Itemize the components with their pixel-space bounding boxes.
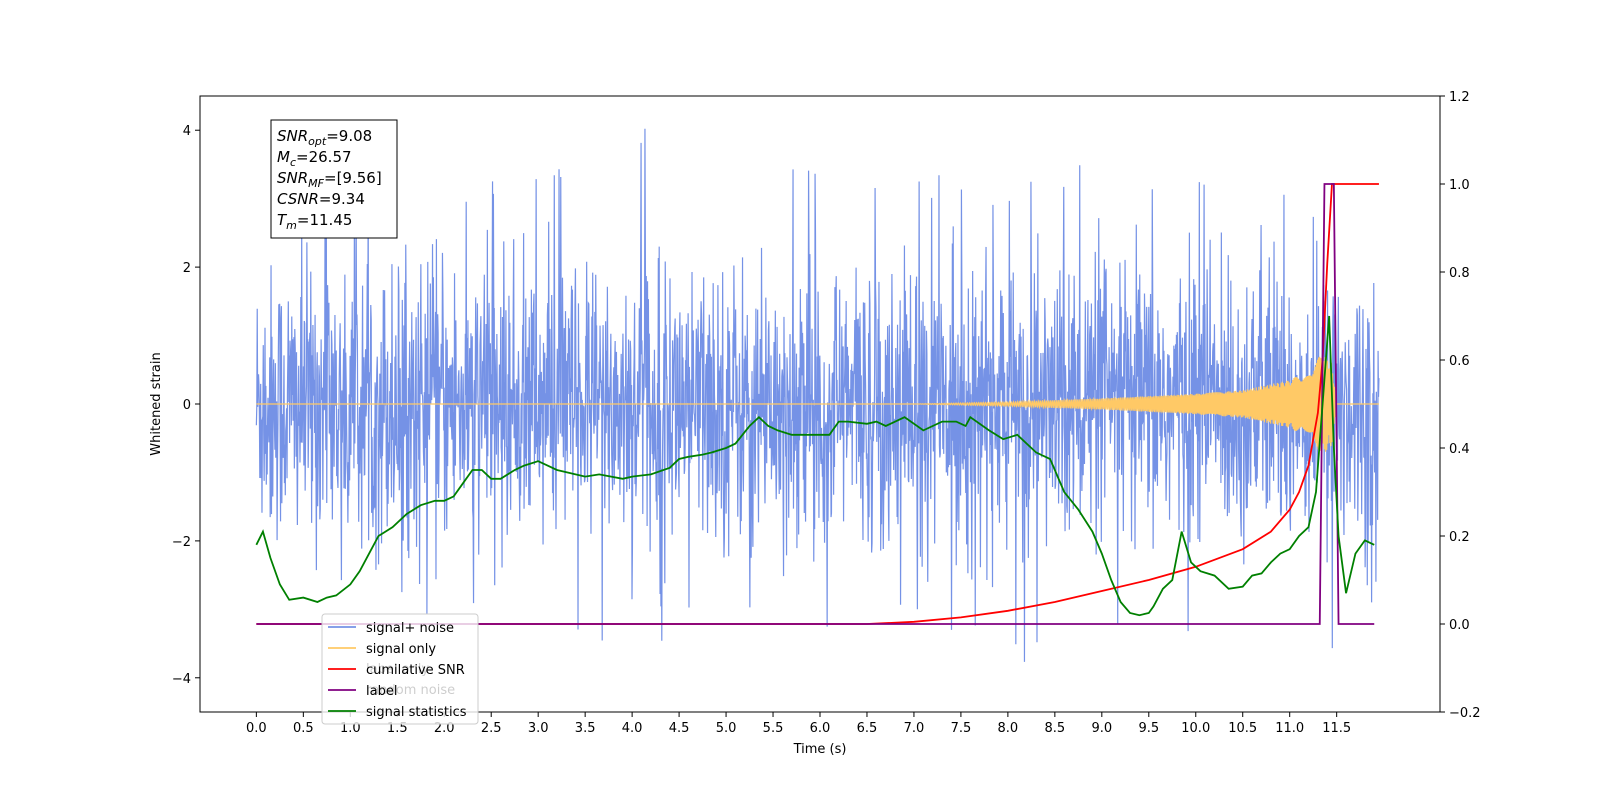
x-tick-label: 7.0 [904,721,925,736]
info-mc-value: =26.57 [296,148,352,166]
plot-area [255,128,1380,662]
legend-label: signal statistics [366,705,467,720]
info-snr-opt-value: =9.08 [326,127,372,145]
x-tick-label: 2.0 [434,721,455,736]
info-snr-opt-subscript: opt [308,135,327,148]
info-csnr: CSNR=9.34 [277,190,365,208]
y2-tick-label: −0.2 [1449,706,1481,721]
y2-tick-label: 1.0 [1449,178,1470,193]
y-tick-label: −2 [172,535,191,550]
x-tick-label: 6.5 [857,721,878,736]
legend-label: signal only [366,642,436,657]
info-snr-mf: SNRMF=[9.56] [277,169,382,190]
info-mc: Mc=26.57 [277,148,352,169]
x-tick-label: 9.5 [1138,721,1159,736]
legend-frame [321,613,479,725]
series-label [256,183,1375,625]
y2-tick-label: 0.8 [1449,266,1470,281]
y2-tick-label: 1.2 [1449,90,1470,105]
info-tm: Tm=11.45 [277,211,352,232]
legend: label only random noise signal+ noise signa… [321,613,479,725]
signal-statistics-line [255,315,1375,617]
x-tick-label: 3.0 [528,721,549,736]
x-tick-label: 10.5 [1228,721,1257,736]
x-tick-label: 7.5 [951,721,972,736]
y-axis-left: −4 −2 0 2 4 [172,124,200,687]
y2-tick-label: 0.4 [1449,442,1470,457]
info-tm-subscript: m [286,219,297,232]
x-tick-label: 4.0 [622,721,643,736]
series-signal-only [256,356,1379,452]
y-tick-label: 2 [183,261,191,276]
info-snr-mf-subscript: MF [308,177,324,190]
y-tick-label: −4 [172,672,191,687]
cumulative-snr-line [256,183,1379,625]
x-tick-label: 11.0 [1275,721,1304,736]
info-mc-subscript: c [290,156,296,169]
y2-tick-label: 0.0 [1449,618,1470,633]
x-tick-label: 3.5 [575,721,596,736]
y2-tick-label: 0.2 [1449,530,1470,545]
x-tick-label: 1.0 [340,721,361,736]
info-snr-mf-value: =[9.56] [324,169,382,187]
x-axis-label: Time (s) [793,742,847,757]
x-tick-label: 1.5 [387,721,408,736]
x-tick-label: 11.5 [1322,721,1351,736]
legend-label: cumilative SNR [366,663,465,678]
x-tick-label: 6.0 [810,721,831,736]
y-axis-label: Whitened strain [149,352,164,455]
x-tick-label: 8.0 [998,721,1019,736]
info-snr-mf-symbol: SNR [277,169,308,187]
legend-hidden-label: label only [366,662,429,677]
info-tm-value: =11.45 [297,211,353,229]
series-cumulative-snr [256,183,1379,625]
y-axis-right: −0.2 0.0 0.2 0.4 0.6 0.8 1.0 1.2 [1440,90,1481,721]
signal-plus-noise-line [255,128,1380,662]
series-signal-plus-noise [255,128,1380,662]
info-mc-symbol: M [277,148,290,166]
x-axis: 0.0 0.5 1.0 1.5 2.0 2.5 3.0 3.5 4.0 4.5 5.0 5.5 6.0 6… [246,712,1351,736]
signal-only-line [256,356,1379,452]
x-tick-label: 8.5 [1045,721,1066,736]
x-tick-label: 9.0 [1091,721,1112,736]
x-tick-label: 5.0 [716,721,737,736]
x-tick-label: 4.5 [669,721,690,736]
series-signal-statistics [255,315,1375,617]
legend-label: label [366,684,397,699]
x-tick-label: 5.5 [763,721,784,736]
y-tick-label: 0 [183,398,191,413]
info-box: SNRopt=9.08Mc=26.57SNRMF=[9.56]CSNR=9.34… [270,119,398,239]
label-line [256,183,1375,625]
info-csnr-symbol: CSNR [277,190,319,208]
y2-tick-label: 0.6 [1449,354,1470,369]
legend-label: signal+ noise [366,621,454,636]
x-tick-label: 0.0 [246,721,267,736]
info-snr-opt-symbol: SNR [277,127,308,145]
y-tick-label: 4 [183,124,191,139]
info-csnr-value: =9.34 [319,190,365,208]
info-box-frame [270,119,398,239]
x-tick-label: 10.0 [1181,721,1210,736]
info-tm-symbol: T [277,211,288,229]
legend-hidden-label: random noise [366,683,455,698]
info-snr-opt: SNRopt=9.08 [277,127,372,148]
x-tick-label: 0.5 [293,721,314,736]
x-tick-label: 2.5 [481,721,502,736]
